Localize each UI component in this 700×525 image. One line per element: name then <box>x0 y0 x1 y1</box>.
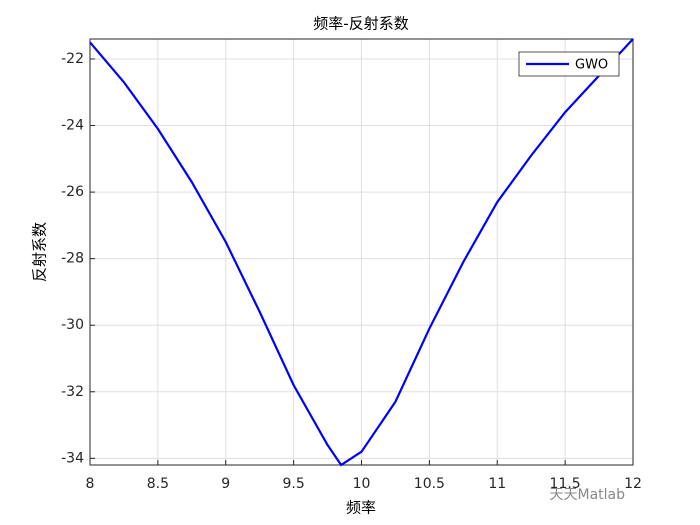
x-axis-label: 频率 <box>346 499 376 517</box>
y-tick-label: -34 <box>61 450 84 466</box>
y-tick-label: -22 <box>61 51 84 67</box>
y-tick-label: -28 <box>61 251 84 267</box>
x-tick-label: 11.5 <box>550 476 581 492</box>
x-tick-label: 10 <box>353 476 371 492</box>
y-tick-label: -30 <box>61 317 84 333</box>
x-tick-label: 9.5 <box>282 476 304 492</box>
y-tick-label: -26 <box>61 184 84 200</box>
x-tick-label: 9 <box>221 476 230 492</box>
line-series <box>89 38 634 467</box>
plot-frame <box>89 38 634 466</box>
watermark: 天天Matlab <box>549 487 625 503</box>
y-tick-label: -24 <box>61 118 84 134</box>
x-tick-label: 8.5 <box>147 476 169 492</box>
y-tick-label: -32 <box>61 384 84 400</box>
chart-title: 频率-反射系数 <box>313 15 408 33</box>
y-axis-label: 反射系数 <box>31 222 49 282</box>
x-tick-label: 10.5 <box>414 476 445 492</box>
x-tick-label: 12 <box>624 476 642 492</box>
x-tick-label: 11 <box>488 476 506 492</box>
legend-label: GWO <box>575 58 608 73</box>
x-tick-label: 8 <box>86 476 95 492</box>
